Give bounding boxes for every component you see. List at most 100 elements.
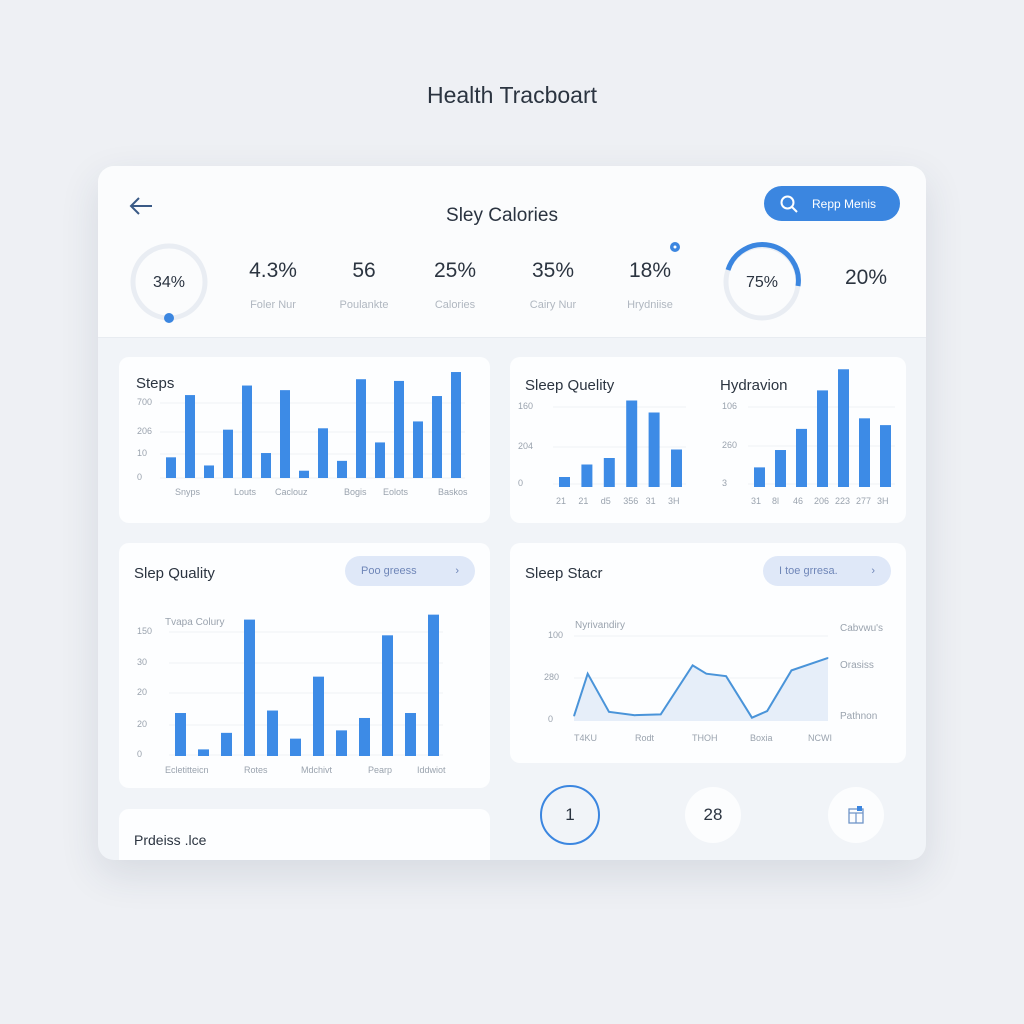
y-tick-label: 0 — [137, 749, 143, 759]
right-label: Orasiss — [840, 660, 874, 671]
bar[interactable] — [261, 453, 271, 478]
sleep-stack-button[interactable]: I toe grresa. › — [763, 556, 891, 586]
bar[interactable] — [775, 450, 786, 487]
chart-canvas — [573, 635, 829, 721]
bar[interactable] — [223, 429, 233, 478]
bar[interactable] — [626, 400, 638, 488]
bar[interactable] — [581, 464, 593, 488]
x-tick-label: Eolots — [383, 487, 409, 497]
bar[interactable] — [299, 470, 309, 478]
bar[interactable] — [175, 713, 186, 756]
y-tick-label: 106 — [722, 401, 738, 411]
bar[interactable] — [280, 390, 290, 478]
bar[interactable] — [166, 457, 176, 478]
bar[interactable] — [671, 449, 682, 488]
bar[interactable] — [817, 390, 828, 487]
chart-canvas — [160, 372, 465, 479]
x-tick-label: 31 — [645, 496, 656, 506]
circle-label: 1 — [565, 805, 575, 824]
data-point — [766, 710, 768, 712]
bar[interactable] — [394, 380, 404, 478]
sleep-stack-panel: Sleep Stacr I toe grresa. › Nyrivandiry 1… — [510, 543, 906, 763]
bar[interactable] — [413, 421, 423, 478]
menu-button[interactable]: Repp Menis — [764, 186, 900, 221]
sleep-quality-panel: Slep Quality Poo greess › Tvapa Colury 15… — [119, 543, 490, 788]
x-tick-label: 21 — [578, 496, 589, 506]
bar[interactable] — [754, 467, 765, 487]
stat-right-value: 20% — [844, 266, 888, 289]
y-tick-label: 0 — [137, 472, 143, 482]
y-tick-label: 150 — [137, 626, 153, 636]
x-tick-label: 46 — [793, 496, 804, 506]
chart-subtitle: Tvapa Colury — [165, 617, 225, 628]
bar[interactable] — [796, 428, 807, 487]
bar[interactable] — [185, 395, 195, 478]
y-tick-label: 3 — [722, 478, 728, 488]
bar[interactable] — [375, 442, 385, 478]
bar[interactable] — [337, 460, 347, 478]
chevron-right-icon: › — [871, 565, 875, 577]
bar[interactable] — [838, 369, 849, 487]
bar[interactable] — [198, 749, 209, 756]
chart-canvas — [553, 369, 895, 488]
bar[interactable] — [603, 458, 615, 487]
bar[interactable] — [290, 738, 301, 756]
bar[interactable] — [242, 385, 252, 478]
area-fill — [574, 657, 828, 721]
x-tick-label: 3H — [668, 496, 680, 506]
panel-title: Slep Quality — [134, 565, 215, 582]
circle-label: 28 — [703, 805, 723, 824]
data-point — [751, 717, 753, 719]
x-tick-label: Bogis — [344, 487, 367, 497]
x-tick-label: d5 — [600, 496, 611, 506]
bar[interactable] — [451, 372, 461, 478]
sleep-quality-button[interactable]: Poo greess › — [345, 556, 475, 586]
stat-value: 56 — [352, 259, 376, 282]
data-point — [634, 714, 636, 716]
x-tick-label: 206 — [814, 496, 830, 506]
x-tick-label: Mdchivt — [301, 765, 333, 775]
bar[interactable] — [559, 477, 570, 487]
calendar-icon — [848, 806, 864, 824]
steps-panel: Steps 700 206 10 0 Snyps Louts Caclouz Bogis Eol… — [119, 357, 490, 523]
day-circle-1[interactable]: 1 — [540, 785, 600, 845]
bar[interactable] — [318, 428, 328, 478]
bar[interactable] — [221, 732, 232, 756]
y-tick-label: 206 — [137, 426, 153, 436]
chevron-right-icon: › — [455, 565, 459, 577]
calendar-button[interactable] — [828, 787, 884, 843]
stat-label: Poulankte — [339, 299, 389, 311]
x-tick-label: Ecletitteicn — [165, 765, 209, 775]
x-tick-label: Baskos — [438, 487, 468, 497]
day-circle-28[interactable]: 28 — [685, 787, 741, 843]
x-tick-label: T4KU — [574, 733, 598, 743]
x-tick-label: 277 — [856, 496, 872, 506]
bar[interactable] — [428, 614, 439, 756]
y-tick-label: 204 — [518, 441, 534, 451]
bar[interactable] — [313, 676, 324, 756]
x-tick-label: THOH — [692, 733, 718, 743]
panel-title: Sleep Quelity — [525, 377, 615, 394]
series-line[interactable] — [573, 656, 829, 719]
stat-value: 35% — [531, 259, 575, 282]
stat-label: Calories — [434, 299, 476, 311]
arrow-left-icon[interactable] — [128, 196, 154, 216]
bar[interactable] — [204, 465, 214, 478]
bar[interactable] — [859, 418, 870, 487]
bar[interactable] — [432, 396, 442, 478]
y-tick-label: 0 — [548, 714, 554, 724]
bar[interactable] — [244, 619, 255, 756]
x-tick-label: Louts — [234, 487, 257, 497]
stat-value: 4.3% — [249, 259, 297, 282]
bar[interactable] — [405, 713, 416, 756]
bar[interactable] — [880, 425, 891, 487]
bar[interactable] — [356, 379, 366, 478]
bar[interactable] — [648, 412, 660, 488]
bar[interactable] — [267, 710, 278, 756]
bar[interactable] — [382, 635, 393, 756]
notification-dot-icon — [670, 242, 680, 252]
bar[interactable] — [359, 717, 370, 756]
ring-right-label: 75% — [745, 274, 779, 291]
bar[interactable] — [336, 730, 347, 756]
panel-title: Prdeiss .lce — [134, 832, 207, 848]
